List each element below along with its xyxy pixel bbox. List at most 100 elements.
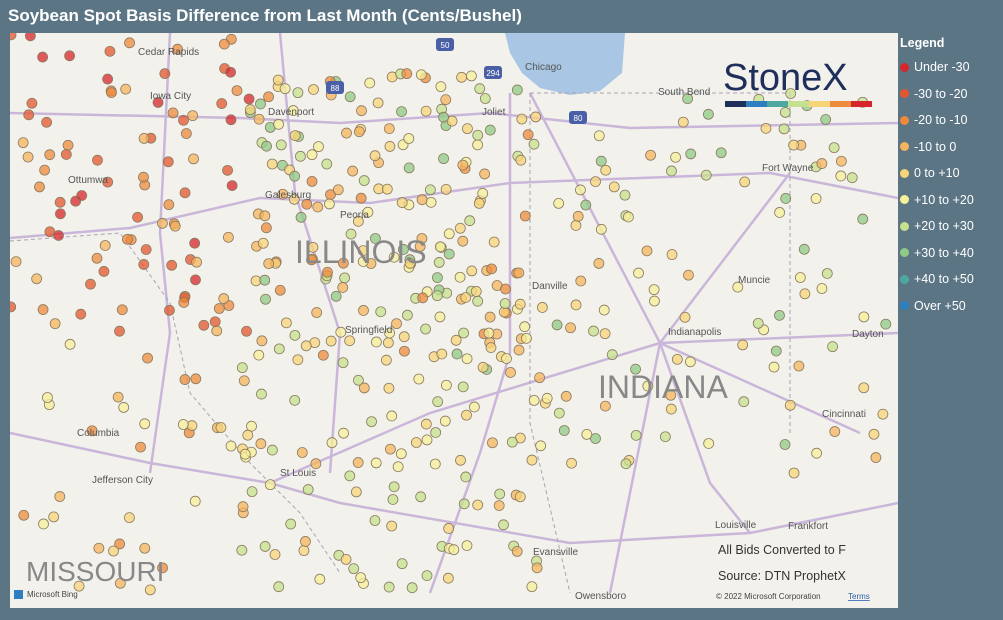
bid-dot xyxy=(484,311,496,323)
bid-dot xyxy=(505,367,516,378)
bid-dot xyxy=(421,570,433,581)
bid-dot xyxy=(255,98,266,110)
shield-label: 294 xyxy=(486,69,500,78)
map: Cedar Rapids Iowa City Davenport Ottumwa Gal… xyxy=(10,33,898,608)
bid-dot xyxy=(760,122,772,134)
bid-dot xyxy=(273,118,284,130)
bid-dot xyxy=(435,81,447,93)
bid-dot xyxy=(386,520,398,532)
bid-dot xyxy=(623,211,634,223)
legend-label: +10 to +20 xyxy=(914,192,974,207)
bid-dot xyxy=(178,297,190,308)
bid-dot xyxy=(472,499,484,511)
bid-dot xyxy=(292,354,304,366)
bid-dot xyxy=(515,154,527,166)
place-label: Ottumwa xyxy=(68,175,108,186)
bid-dot xyxy=(457,381,469,393)
bid-dot xyxy=(659,431,671,443)
bid-dot xyxy=(344,335,356,347)
bid-dot xyxy=(715,147,727,159)
bid-dot xyxy=(683,269,694,281)
bid-dot xyxy=(402,309,413,321)
bid-dot xyxy=(439,415,451,427)
bid-dot xyxy=(301,198,313,210)
bid-dot xyxy=(313,141,324,153)
place-label: Danville xyxy=(532,281,568,292)
logo-bar xyxy=(725,101,746,107)
bid-dot xyxy=(737,339,749,351)
bid-dot xyxy=(600,164,612,176)
bid-dot xyxy=(506,436,518,448)
bid-dot xyxy=(370,457,382,469)
bid-dot xyxy=(384,443,396,455)
bid-dot xyxy=(99,240,111,251)
bid-dot xyxy=(479,93,491,104)
legend-swatch xyxy=(900,89,909,99)
bid-dot xyxy=(382,337,394,349)
place-label: Peoria xyxy=(340,210,369,221)
place-label: Fort Wayne xyxy=(762,163,814,174)
bid-dot xyxy=(189,495,201,507)
place-label: Chicago xyxy=(525,62,562,73)
bid-dot xyxy=(558,425,570,436)
bid-dot xyxy=(433,257,445,268)
bid-dot xyxy=(575,184,586,196)
place-label: Iowa City xyxy=(150,91,191,102)
bid-dot xyxy=(164,304,175,316)
legend-label: +40 to +50 xyxy=(914,272,974,287)
bid-dot xyxy=(108,545,119,557)
shield xyxy=(326,81,344,94)
bid-dot xyxy=(868,428,880,440)
bid-dot xyxy=(462,123,473,135)
bid-dot xyxy=(396,106,407,117)
bid-dot xyxy=(424,184,436,196)
bid-dot xyxy=(472,139,483,151)
bid-dot xyxy=(138,171,149,183)
bid-dot xyxy=(216,98,228,109)
terms-link[interactable]: Terms xyxy=(848,592,870,601)
bid-dot xyxy=(39,164,51,176)
bid-dot xyxy=(455,454,466,466)
legend-swatch xyxy=(900,221,909,231)
bid-dot xyxy=(37,51,49,63)
bid-dot xyxy=(738,396,750,408)
bid-dot xyxy=(340,553,352,565)
bid-dot xyxy=(460,471,472,483)
attribution: © 2022 Microsoft Corporation xyxy=(716,592,821,601)
bid-dot xyxy=(383,123,395,134)
bid-dot xyxy=(458,498,470,510)
bid-dot xyxy=(498,519,509,531)
bid-dot xyxy=(483,327,495,339)
bid-dot xyxy=(531,562,543,574)
bid-dot xyxy=(236,362,248,374)
bid-dot xyxy=(565,322,576,334)
bid-dot xyxy=(326,437,338,449)
bid-dot xyxy=(285,518,297,530)
bid-dot xyxy=(560,390,572,402)
bid-dot xyxy=(581,429,593,440)
bid-dot xyxy=(443,523,455,534)
bid-dot xyxy=(541,392,553,404)
bid-dot xyxy=(355,572,367,584)
bid-dot xyxy=(222,164,233,176)
bid-dot xyxy=(255,438,267,450)
bid-dot xyxy=(649,295,660,307)
bid-dot xyxy=(434,311,446,323)
bid-dot xyxy=(76,190,88,201)
bid-dot xyxy=(595,155,607,167)
bid-dot xyxy=(348,563,360,575)
bid-dot xyxy=(593,130,605,142)
bid-dot xyxy=(553,407,565,419)
legend-item: +10 to +20 xyxy=(900,187,1003,214)
bid-dot xyxy=(269,549,281,560)
bid-dot xyxy=(26,97,38,109)
bid-dot xyxy=(392,461,404,473)
legend-item: 0 to +10 xyxy=(900,160,1003,187)
bid-dot xyxy=(335,326,347,338)
logo-bar xyxy=(851,101,872,107)
bid-dot xyxy=(337,257,349,269)
bid-dot xyxy=(347,165,359,177)
bid-dot xyxy=(417,292,429,304)
legend-item: +30 to +40 xyxy=(900,240,1003,267)
bid-dot xyxy=(325,335,337,347)
